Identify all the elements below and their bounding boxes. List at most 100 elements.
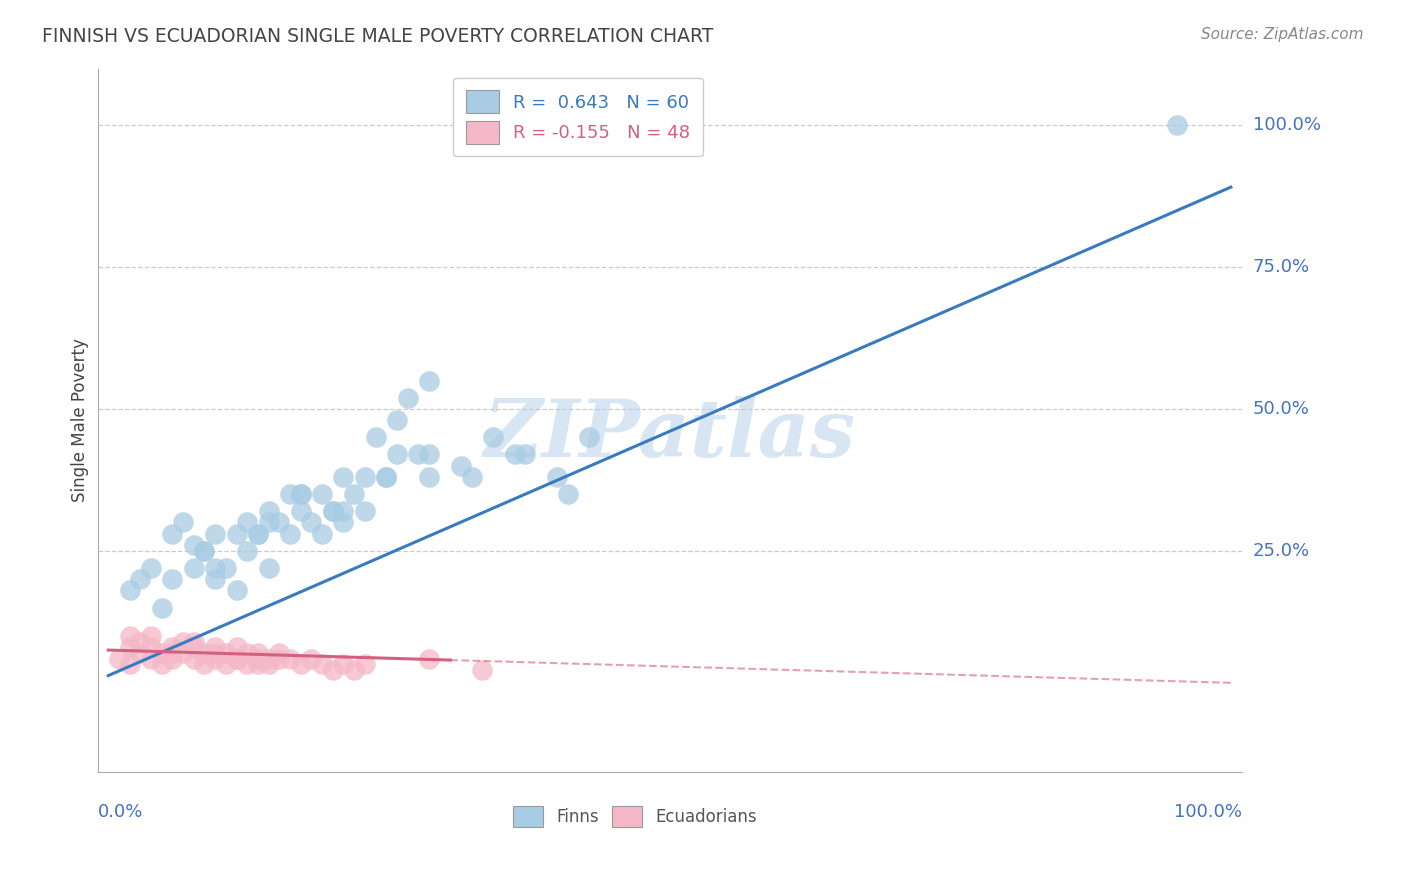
Point	[204, 640, 226, 655]
Point	[578, 430, 600, 444]
Point	[354, 470, 377, 484]
Text: 100.0%: 100.0%	[1174, 803, 1241, 821]
Point	[364, 430, 387, 444]
Point	[139, 561, 162, 575]
Point	[322, 504, 344, 518]
Point	[385, 447, 408, 461]
Point	[461, 470, 484, 484]
Point	[503, 447, 526, 461]
Point	[332, 504, 354, 518]
Point	[236, 543, 259, 558]
Point	[204, 651, 226, 665]
Point	[162, 646, 184, 660]
Point	[204, 526, 226, 541]
Point	[225, 651, 247, 665]
Point	[332, 516, 354, 530]
Point	[172, 634, 194, 648]
Point	[139, 629, 162, 643]
Point	[215, 657, 238, 672]
Point	[450, 458, 472, 473]
Point	[269, 651, 291, 665]
Point	[225, 526, 247, 541]
Point	[215, 646, 238, 660]
Point	[343, 487, 366, 501]
Point	[299, 651, 322, 665]
Point	[418, 470, 440, 484]
Point	[332, 657, 354, 672]
Point	[343, 663, 366, 677]
Point	[482, 430, 505, 444]
Point	[299, 516, 322, 530]
Point	[193, 543, 215, 558]
Point	[246, 646, 269, 660]
Point	[257, 516, 280, 530]
Point	[385, 413, 408, 427]
Point	[257, 651, 280, 665]
Point	[290, 487, 312, 501]
Point	[129, 646, 152, 660]
Point	[193, 543, 215, 558]
Point	[354, 504, 377, 518]
Point	[162, 651, 184, 665]
Point	[246, 651, 269, 665]
Point	[183, 640, 205, 655]
Text: 0.0%: 0.0%	[97, 803, 143, 821]
Point	[118, 629, 141, 643]
Point	[108, 651, 131, 665]
Point	[257, 504, 280, 518]
Point	[193, 646, 215, 660]
Point	[150, 657, 173, 672]
Point	[236, 646, 259, 660]
Point	[375, 470, 398, 484]
Point	[162, 526, 184, 541]
Point	[322, 504, 344, 518]
Point	[225, 640, 247, 655]
Point	[172, 646, 194, 660]
Point	[150, 600, 173, 615]
Point	[471, 663, 494, 677]
Point	[118, 640, 141, 655]
Point	[418, 651, 440, 665]
Point	[183, 538, 205, 552]
Text: 100.0%: 100.0%	[1253, 116, 1320, 135]
Point	[290, 487, 312, 501]
Point	[246, 657, 269, 672]
Point	[322, 663, 344, 677]
Point	[546, 470, 568, 484]
Point	[311, 657, 333, 672]
Point	[183, 634, 205, 648]
Point	[162, 572, 184, 586]
Point	[269, 646, 291, 660]
Point	[290, 504, 312, 518]
Point	[418, 374, 440, 388]
Point	[236, 516, 259, 530]
Text: Source: ZipAtlas.com: Source: ZipAtlas.com	[1201, 27, 1364, 42]
Text: FINNISH VS ECUADORIAN SINGLE MALE POVERTY CORRELATION CHART: FINNISH VS ECUADORIAN SINGLE MALE POVERT…	[42, 27, 714, 45]
Point	[408, 447, 430, 461]
Point	[204, 572, 226, 586]
Point	[139, 640, 162, 655]
Point	[278, 487, 301, 501]
Point	[418, 447, 440, 461]
Point	[311, 526, 333, 541]
Text: 25.0%: 25.0%	[1253, 541, 1310, 560]
Point	[311, 487, 333, 501]
Text: 75.0%: 75.0%	[1253, 258, 1310, 277]
Point	[204, 646, 226, 660]
Point	[246, 526, 269, 541]
Point	[257, 657, 280, 672]
Point	[129, 634, 152, 648]
Point	[257, 561, 280, 575]
Point	[204, 561, 226, 575]
Point	[183, 651, 205, 665]
Point	[1166, 118, 1188, 132]
Point	[290, 657, 312, 672]
Point	[557, 487, 579, 501]
Point	[225, 583, 247, 598]
Point	[150, 646, 173, 660]
Point	[332, 470, 354, 484]
Text: ZIPatlas: ZIPatlas	[484, 396, 856, 473]
Point	[354, 657, 377, 672]
Point	[215, 561, 238, 575]
Point	[396, 391, 419, 405]
